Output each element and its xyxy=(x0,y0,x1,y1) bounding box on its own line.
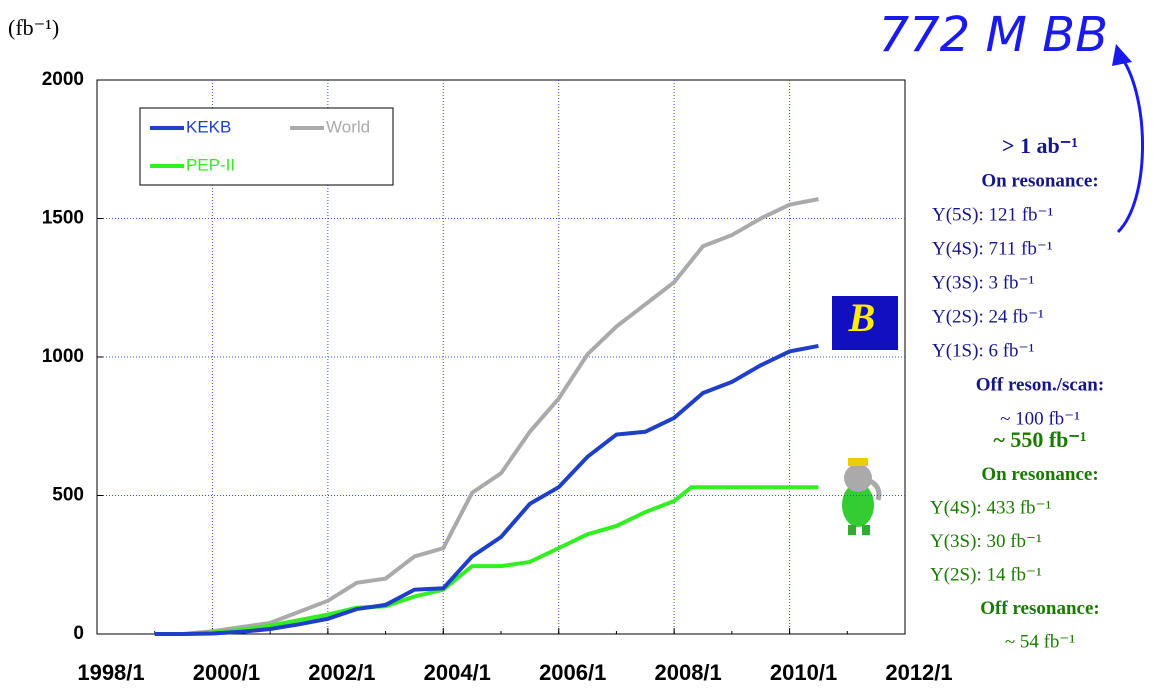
summary-line: Υ(2S): 24 fb⁻¹ xyxy=(932,306,1044,327)
x-tick-label: 1998/1 xyxy=(77,660,144,685)
summary-line: Υ(5S): 121 fb⁻¹ xyxy=(932,204,1054,225)
svg-text:B: B xyxy=(848,295,876,340)
callout-arrowhead xyxy=(1112,44,1132,66)
summary-line: Υ(3S): 3 fb⁻¹ xyxy=(932,272,1035,293)
y-tick-label: 500 xyxy=(52,485,84,506)
series-line xyxy=(154,197,819,636)
y-tick-label: 1000 xyxy=(42,346,84,367)
summary-line: On resonance: xyxy=(981,464,1098,485)
x-tick-label: 2006/1 xyxy=(539,660,606,685)
x-tick-label: 2010/1 xyxy=(770,660,837,685)
x-tick-label: 2012/1 xyxy=(885,660,952,685)
x-tick-label: 2004/1 xyxy=(424,660,491,685)
summary-line: On resonance: xyxy=(981,170,1098,191)
summary-line: Off reson./scan: xyxy=(976,374,1104,395)
legend-label: World xyxy=(326,117,370,136)
babar-logo xyxy=(842,458,882,535)
summary-line: Υ(1S): 6 fb⁻¹ xyxy=(932,340,1035,361)
summary-line: > 1 ab⁻¹ xyxy=(1002,133,1078,158)
summary-line: ~ 54 fb⁻¹ xyxy=(1005,631,1076,652)
series-line xyxy=(183,485,819,636)
series-line xyxy=(154,343,819,636)
belle-logo: B xyxy=(832,295,898,350)
x-tick-label: 2000/1 xyxy=(193,660,260,685)
y-tick-label: 2000 xyxy=(42,69,84,90)
summary-line: Υ(2S): 14 fb⁻¹ xyxy=(930,564,1042,585)
callout: 772 M BB xyxy=(879,7,1108,63)
x-tick-label: 2008/1 xyxy=(654,660,721,685)
legend-box xyxy=(139,107,394,186)
x-tick-label: 2002/1 xyxy=(308,660,375,685)
summary-line: Υ(3S): 30 fb⁻¹ xyxy=(930,531,1042,552)
y-tick-label: 1500 xyxy=(42,208,84,229)
callout-arrow xyxy=(1116,57,1144,234)
summary-line: ~ 100 fb⁻¹ xyxy=(1000,408,1080,429)
summary-line: Υ(4S): 433 fb⁻¹ xyxy=(930,497,1052,518)
summary-line: Υ(4S): 711 fb⁻¹ xyxy=(932,238,1053,259)
y-unit: (fb⁻¹) xyxy=(8,15,59,40)
summary-line: ~ 550 fb⁻¹ xyxy=(993,427,1086,452)
legend-label: PEP-II xyxy=(186,155,235,174)
summary-line: Off resonance: xyxy=(980,598,1099,619)
y-tick-label: 0 xyxy=(73,623,84,644)
legend-label: KEKB xyxy=(186,117,231,136)
